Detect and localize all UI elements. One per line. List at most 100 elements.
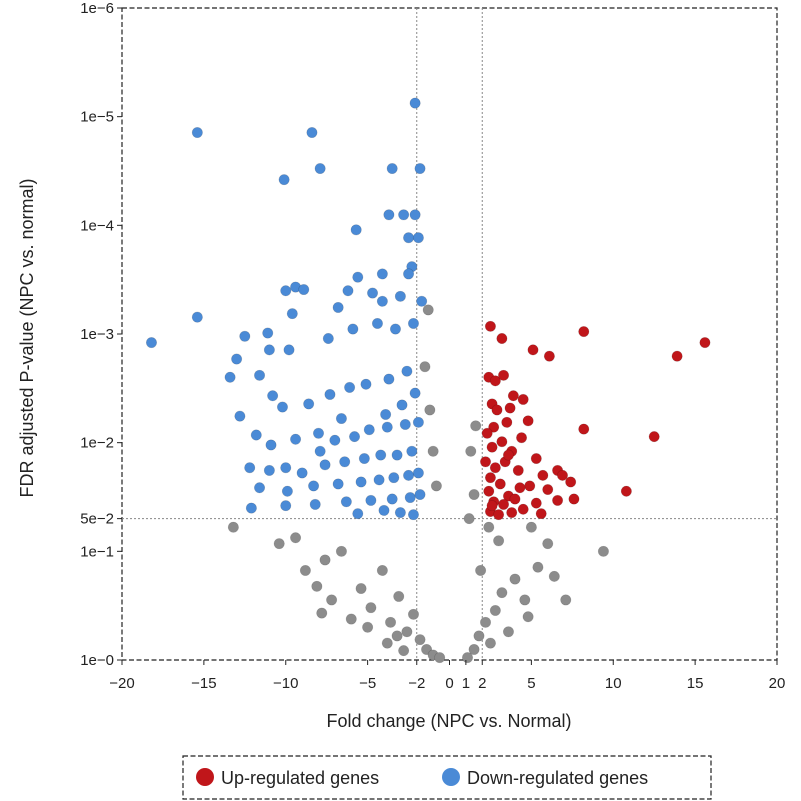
point-series-2-47 — [468, 489, 480, 501]
y-tick-label-5: 5e−2 — [80, 511, 114, 528]
legend-swatch-up — [196, 768, 214, 786]
point-series-2-36 — [509, 573, 521, 585]
point-series-0-12 — [498, 369, 510, 381]
point-series-1-92 — [380, 408, 392, 420]
point-series-1-93 — [409, 387, 421, 399]
point-series-1-50 — [250, 429, 262, 441]
point-series-1-26 — [332, 301, 344, 313]
point-series-1-81 — [309, 498, 321, 510]
x-tick-label-0: −20 — [109, 675, 134, 692]
point-series-0-25 — [530, 453, 542, 465]
x-tick-label-5: 0 — [445, 675, 453, 692]
point-series-1-6 — [314, 163, 326, 175]
point-series-1-4 — [409, 97, 421, 109]
point-series-2-26 — [362, 621, 374, 633]
point-series-1-49 — [401, 365, 413, 377]
point-series-2-33 — [480, 616, 492, 628]
point-series-0-35 — [524, 480, 536, 492]
point-series-0-20 — [481, 427, 493, 439]
point-series-0-18 — [501, 416, 513, 428]
point-series-1-95 — [314, 445, 326, 457]
point-series-0-49 — [493, 509, 505, 521]
point-series-2-32 — [473, 630, 485, 642]
point-series-1-80 — [280, 500, 292, 512]
point-series-0-36 — [542, 484, 554, 496]
point-series-1-31 — [224, 371, 236, 383]
y-axis-title: FDR adjusted P-value (NPC vs. normal) — [17, 178, 37, 497]
x-tick-label-9: 10 — [605, 675, 622, 692]
point-series-1-63 — [296, 467, 308, 479]
point-series-1-33 — [263, 344, 275, 356]
point-series-0-31 — [556, 469, 568, 481]
point-series-1-29 — [239, 330, 251, 342]
point-series-1-1 — [191, 311, 203, 323]
point-series-1-19 — [342, 285, 354, 297]
point-series-1-34 — [283, 344, 295, 356]
point-series-0-6 — [699, 337, 711, 349]
point-series-1-14 — [412, 232, 424, 244]
point-series-0-47 — [506, 507, 518, 519]
point-series-0-42 — [498, 498, 510, 510]
point-series-1-51 — [265, 439, 277, 451]
point-series-0-8 — [620, 485, 632, 497]
point-series-1-57 — [381, 421, 393, 433]
point-series-2-2 — [290, 532, 302, 544]
y-tick-label-2: 1e−4 — [80, 217, 114, 234]
point-series-0-11 — [489, 375, 501, 387]
legend-swatch-down — [442, 768, 460, 786]
point-series-1-30 — [231, 353, 243, 365]
point-series-1-53 — [312, 427, 324, 439]
y-tick-label-3: 1e−3 — [80, 326, 114, 343]
point-series-1-38 — [389, 323, 401, 335]
legend-label-up: Up-regulated genes — [221, 768, 379, 788]
x-tick-label-1: −15 — [191, 675, 216, 692]
point-series-2-20 — [424, 404, 436, 416]
point-series-1-46 — [344, 381, 356, 393]
point-series-2-14 — [401, 626, 413, 638]
legend-label-down: Down-regulated genes — [467, 768, 648, 788]
point-series-0-7 — [648, 431, 660, 443]
point-series-2-37 — [519, 594, 531, 606]
y-tick-label-7: 1e−0 — [80, 652, 114, 669]
point-series-2-23 — [419, 361, 431, 373]
x-tick-label-3: −5 — [359, 675, 376, 692]
point-series-0-48 — [535, 508, 547, 520]
point-series-0-29 — [537, 469, 549, 481]
point-series-1-22 — [280, 285, 292, 297]
point-series-0-21 — [516, 432, 528, 444]
plot-frame — [121, 7, 778, 661]
point-series-1-41 — [234, 410, 246, 422]
x-axis: −20 −15 −10 −5 −2 0 1 2 5 10 15 20 — [109, 660, 785, 692]
point-series-2-21 — [427, 445, 439, 457]
point-series-0-51 — [514, 482, 526, 494]
y-tick-label-4: 1e−2 — [80, 435, 114, 452]
point-series-2-12 — [385, 616, 397, 628]
point-series-2-31 — [468, 643, 480, 655]
point-series-2-49 — [470, 420, 482, 432]
x-axis-title: Fold change (NPC vs. Normal) — [326, 711, 571, 731]
point-series-0-52 — [502, 449, 514, 461]
point-series-2-1 — [273, 538, 285, 550]
point-series-1-85 — [404, 492, 416, 504]
point-series-2-13 — [393, 590, 405, 602]
point-series-0-4 — [578, 326, 590, 338]
x-tick-label-8: 5 — [527, 675, 535, 692]
point-series-1-45 — [324, 388, 336, 400]
point-series-2-52 — [483, 521, 495, 533]
point-series-2-28 — [398, 645, 410, 657]
point-series-1-5 — [278, 174, 290, 186]
point-series-1-32 — [254, 369, 266, 381]
point-series-2-48 — [465, 445, 477, 457]
point-series-1-44 — [303, 398, 315, 410]
point-series-0-39 — [509, 493, 521, 505]
point-series-0-32 — [565, 476, 577, 488]
point-series-1-76 — [388, 472, 400, 484]
x-tick-label-6: 1 — [462, 675, 470, 692]
point-series-1-75 — [373, 474, 385, 486]
point-series-2-24 — [422, 304, 434, 316]
point-series-1-35 — [322, 332, 334, 344]
point-series-1-83 — [365, 494, 377, 506]
point-series-2-43 — [522, 611, 534, 623]
point-series-0-23 — [486, 441, 498, 453]
data-points — [145, 97, 711, 664]
